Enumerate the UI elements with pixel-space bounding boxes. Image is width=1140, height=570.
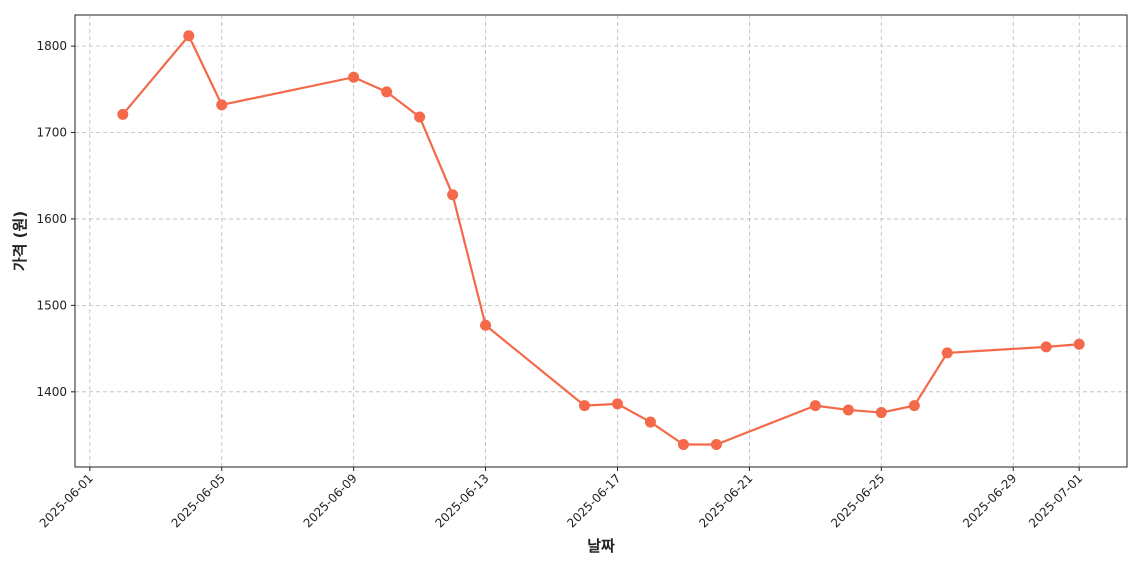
- marker: [414, 111, 426, 123]
- marker: [183, 30, 195, 42]
- marker: [644, 416, 656, 428]
- x-tick-label: 2025-06-25: [828, 471, 887, 530]
- marker: [480, 319, 492, 331]
- x-tick-label: 2025-07-01: [1026, 471, 1085, 530]
- marker: [875, 407, 887, 419]
- y-tick-label: 1600: [36, 212, 67, 226]
- x-tick-label: 2025-06-09: [301, 471, 360, 530]
- marker: [941, 347, 953, 359]
- marker: [447, 189, 459, 201]
- x-axis-label: 날짜: [587, 537, 615, 555]
- marker: [216, 99, 228, 111]
- marker: [677, 439, 689, 451]
- marker: [117, 108, 129, 120]
- x-tick-label: 2025-06-21: [696, 471, 755, 530]
- marker: [710, 439, 722, 451]
- marker: [842, 404, 854, 416]
- plot-frame: [74, 14, 1128, 468]
- marker: [579, 400, 591, 412]
- marker: [381, 86, 393, 98]
- y-tick-label: 1700: [36, 126, 67, 140]
- y-axis-label: 가격 (원): [11, 211, 29, 271]
- x-tick-label: 2025-06-01: [37, 471, 96, 530]
- x-tick-label: 2025-06-17: [564, 471, 623, 530]
- y-tick-label: 1500: [36, 298, 67, 312]
- y-tick-label: 1400: [36, 385, 67, 399]
- marker: [1073, 338, 1085, 350]
- line: [121, 33, 1080, 446]
- x-tick-label: 2025-06-29: [960, 471, 1019, 530]
- marker: [1040, 341, 1052, 353]
- marker: [611, 398, 623, 410]
- x-tick-label: 2025-06-05: [169, 471, 228, 530]
- x-tick-label: 2025-06-13: [432, 471, 491, 530]
- marker: [348, 71, 360, 83]
- marker: [908, 400, 920, 412]
- marker: [809, 400, 821, 412]
- y-tick-label: 1800: [36, 39, 67, 53]
